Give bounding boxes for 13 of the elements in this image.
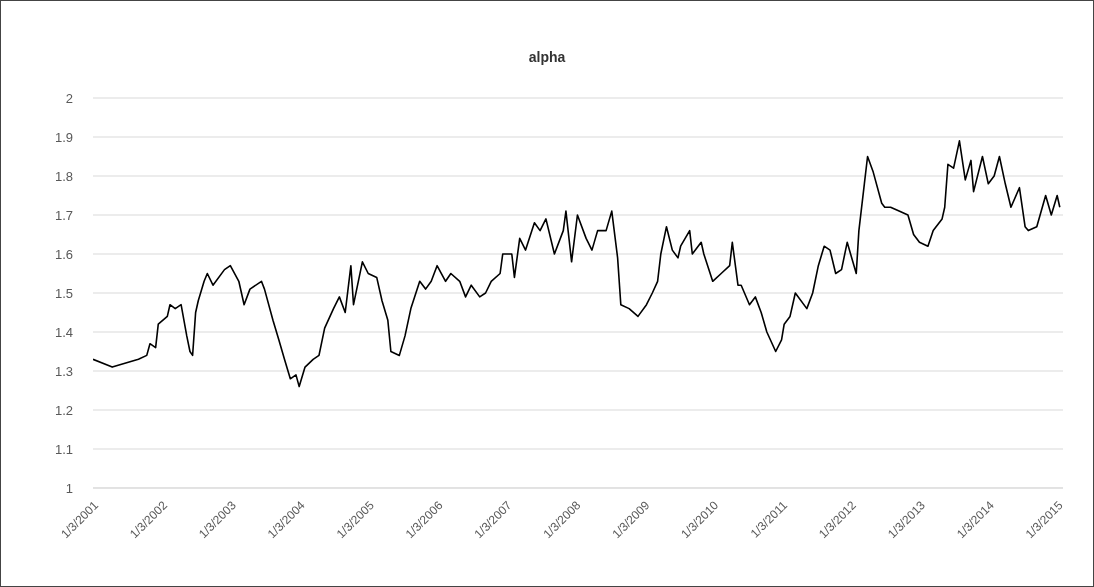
y-tick-label: 1.6 xyxy=(54,246,73,262)
y-tick-label: 1.8 xyxy=(54,168,73,184)
line-series xyxy=(93,140,1061,388)
y-tick-label: 2 xyxy=(65,90,73,106)
y-tick-label: 1.5 xyxy=(54,285,73,301)
y-tick-label: 1.3 xyxy=(54,363,73,379)
chart-title: alpha xyxy=(527,49,567,65)
y-tick-label: 1.2 xyxy=(54,402,73,418)
y-tick-label: 1.9 xyxy=(54,129,73,145)
y-tick-label: 1.1 xyxy=(54,441,73,457)
y-tick-label: 1 xyxy=(65,480,73,496)
y-tick-label: 1.4 xyxy=(54,324,73,340)
y-tick-label: 1.7 xyxy=(54,207,73,223)
